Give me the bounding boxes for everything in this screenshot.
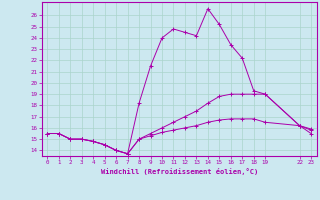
- X-axis label: Windchill (Refroidissement éolien,°C): Windchill (Refroidissement éolien,°C): [100, 168, 258, 175]
